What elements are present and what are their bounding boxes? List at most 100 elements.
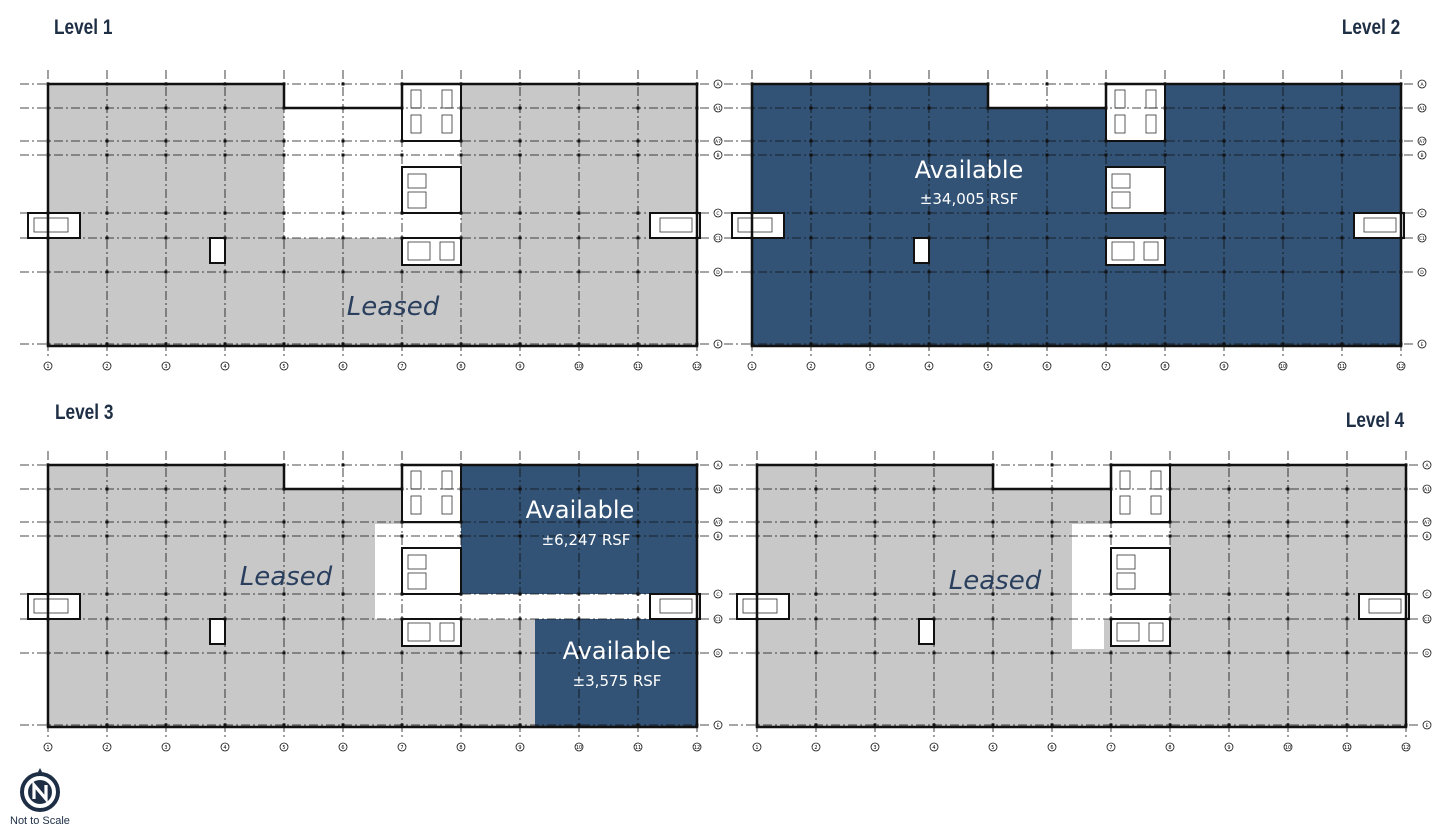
- column-marker: [873, 723, 877, 727]
- column-marker: [164, 520, 168, 524]
- grid-bubble: [1047, 742, 1057, 752]
- column-marker: [577, 592, 581, 596]
- column-marker: [1045, 139, 1049, 143]
- grid-row-label: C1: [715, 236, 721, 242]
- column-marker: [927, 139, 931, 143]
- column-marker: [636, 139, 640, 143]
- room-detail: [737, 217, 773, 233]
- column-marker: [991, 520, 995, 524]
- column-marker: [1163, 106, 1167, 110]
- column-marker: [341, 270, 345, 274]
- room-detail: [1116, 554, 1136, 570]
- grid-bubble: [988, 742, 998, 752]
- column-marker: [577, 520, 581, 524]
- grid-row-label: D: [716, 651, 720, 657]
- grid-bubble: [713, 614, 723, 624]
- room-detail: [439, 241, 455, 261]
- column-marker: [223, 270, 227, 274]
- column-marker: [341, 139, 345, 143]
- room-detail: [1363, 217, 1397, 233]
- column-marker: [164, 487, 168, 491]
- column-marker: [164, 139, 168, 143]
- column-marker: [1227, 520, 1231, 524]
- room-detail: [1111, 241, 1135, 261]
- column-marker: [1281, 139, 1285, 143]
- column-marker: [868, 211, 872, 215]
- column-marker: [282, 270, 286, 274]
- column-marker: [1340, 211, 1344, 215]
- column-marker: [1286, 534, 1290, 538]
- column-marker: [459, 487, 463, 491]
- column-marker: [518, 236, 522, 240]
- column-marker: [105, 520, 109, 524]
- grid-bubble: [747, 361, 757, 371]
- grid-bubble: [456, 742, 466, 752]
- grid-bubble: [713, 233, 723, 243]
- column-marker: [164, 617, 168, 621]
- column-marker: [1286, 651, 1290, 655]
- grid-column-label: 5: [282, 364, 285, 370]
- column-marker: [282, 651, 286, 655]
- column-marker: [1050, 592, 1054, 596]
- column-marker: [991, 617, 995, 621]
- column-marker: [1345, 592, 1349, 596]
- grid-bubble: [1422, 517, 1432, 527]
- column-marker: [105, 651, 109, 655]
- column-marker: [809, 270, 813, 274]
- grid-row-label: B: [1420, 153, 1423, 159]
- grid-column-label: 9: [1222, 364, 1225, 370]
- grid-bubble: [456, 361, 466, 371]
- column-marker: [1227, 487, 1231, 491]
- column-marker: [1345, 651, 1349, 655]
- column-marker: [1222, 106, 1226, 110]
- column-marker: [518, 592, 522, 596]
- leased-label: Leased: [346, 292, 440, 322]
- column-marker: [341, 342, 345, 346]
- column-marker: [518, 270, 522, 274]
- available-area: ±3,575 RSF: [572, 672, 662, 690]
- column-marker: [932, 534, 936, 538]
- column-marker: [341, 236, 345, 240]
- column-marker: [873, 592, 877, 596]
- column-marker: [1281, 153, 1285, 157]
- column-marker: [868, 236, 872, 240]
- grid-bubble: [220, 742, 230, 752]
- grid-column-label: 8: [1168, 745, 1171, 751]
- grid-bubble: [1422, 720, 1432, 730]
- room-detail: [410, 495, 422, 515]
- room-detail: [659, 598, 693, 614]
- column-marker: [636, 534, 640, 538]
- grid-bubble: [713, 517, 723, 527]
- column-marker: [1163, 139, 1167, 143]
- leased-label: Leased: [948, 566, 1042, 596]
- grid-bubble: [929, 742, 939, 752]
- column-marker: [1345, 723, 1349, 727]
- column-marker: [1045, 211, 1049, 215]
- column-marker: [282, 723, 286, 727]
- grid-bubble: [1422, 460, 1432, 470]
- grid-column-label: 8: [459, 364, 462, 370]
- room-detail: [407, 572, 427, 590]
- grid-column-label: 2: [105, 745, 108, 751]
- room-detail: [1116, 622, 1140, 642]
- grid-row-label: C: [1425, 592, 1428, 598]
- grid-bubble: [1422, 614, 1432, 624]
- column-marker: [105, 139, 109, 143]
- column-marker: [927, 270, 931, 274]
- column-marker: [518, 723, 522, 727]
- grid-bubble: [574, 361, 584, 371]
- column-marker: [518, 487, 522, 491]
- grid-bubble: [692, 742, 702, 752]
- grid-column-label: 3: [164, 745, 167, 751]
- grid-row-label: A: [716, 463, 720, 469]
- column-marker: [932, 617, 936, 621]
- column-marker: [223, 487, 227, 491]
- column-marker: [1109, 534, 1113, 538]
- column-marker: [1050, 651, 1054, 655]
- column-marker: [223, 106, 227, 110]
- column-marker: [1109, 617, 1113, 621]
- column-marker: [459, 342, 463, 346]
- level-4-title: Level 4: [1345, 409, 1404, 432]
- column-marker: [223, 342, 227, 346]
